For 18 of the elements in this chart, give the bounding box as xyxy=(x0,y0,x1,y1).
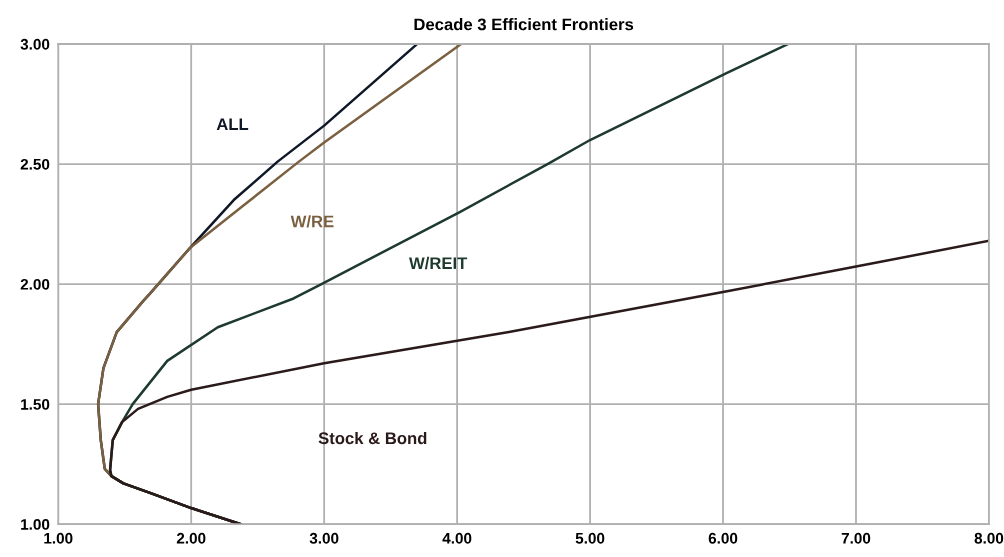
y-tick-label: 1.50 xyxy=(21,398,50,410)
x-tick-label: 5.00 xyxy=(575,532,605,544)
x-tick-label: 3.00 xyxy=(309,532,339,544)
x-tick-label: 4.00 xyxy=(442,532,472,544)
x-tick-label: 6.00 xyxy=(708,532,738,544)
y-tick-label: 3.00 xyxy=(20,38,50,50)
x-tick-label: 2.00 xyxy=(176,532,206,544)
text: Stock & Bond xyxy=(318,431,427,445)
x-tick-label: 1.00 xyxy=(44,532,73,544)
chart-title: Decade 3 Efficient Frontiers xyxy=(414,18,634,31)
y-tick-label: 1.00 xyxy=(21,519,50,530)
text: ALL xyxy=(216,118,249,130)
y-tick-label: 2.50 xyxy=(20,158,50,170)
x-tick-label: 7.00 xyxy=(841,532,871,544)
y-tick-label: 2.00 xyxy=(20,278,50,290)
text: W/RE xyxy=(290,215,334,228)
series-label: W/REIT xyxy=(409,256,468,270)
x-tick-label: 8.00 xyxy=(974,532,1004,544)
